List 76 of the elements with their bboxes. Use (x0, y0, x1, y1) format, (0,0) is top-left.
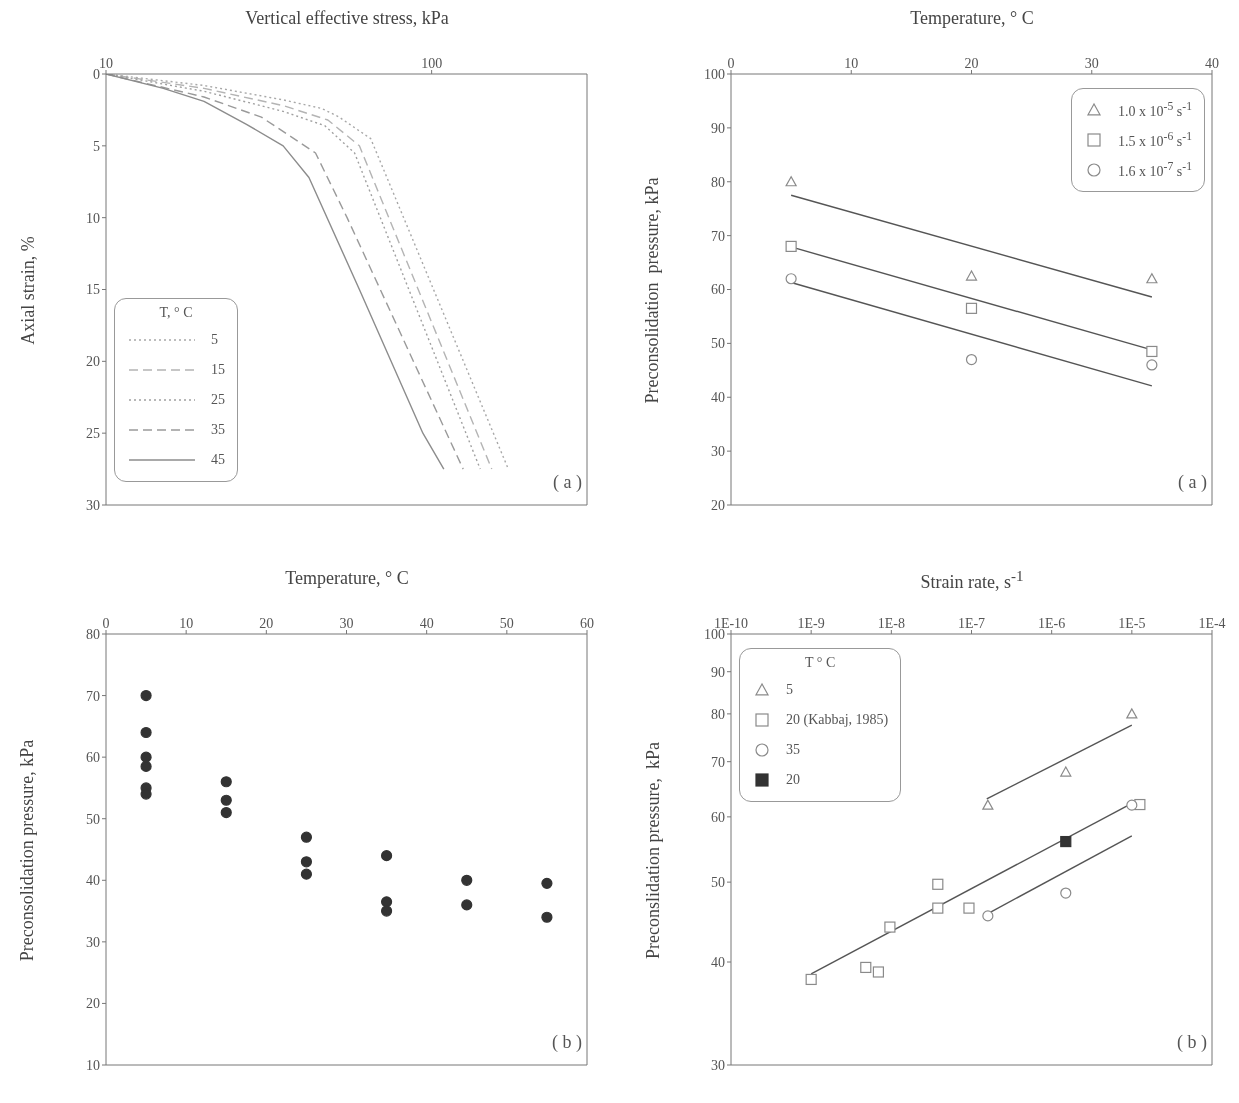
legend-label: 5 (211, 332, 218, 348)
y-tick-label: 70 (711, 754, 725, 770)
annotation: ( a ) (1178, 472, 1207, 493)
y-tick-label: 30 (711, 444, 725, 460)
x-tick-label: 10 (179, 616, 194, 631)
x-tick-label: 10 (844, 56, 859, 71)
y-tick-label: 90 (711, 120, 725, 136)
x-axis-title: Temperature, ° C (284, 568, 410, 589)
y-tick-label: 25 (86, 426, 100, 442)
y-tick-label: 30 (86, 497, 100, 513)
y-axis-title: Preconsolidation pressure, kPa (642, 177, 664, 403)
x-tick-label: 40 (1205, 56, 1219, 71)
y-axis-title: Preconslidation pressure, kPa (642, 741, 664, 959)
legend-label: 1.0 x 10$^{-5}$ s$^{-1}$ (1118, 100, 1192, 120)
legend-label: 35 (786, 742, 800, 758)
y-tick-label: 60 (86, 750, 100, 766)
y-tick-label: 15 (86, 282, 100, 298)
x-tick-label: 1E-5 (1118, 616, 1146, 631)
x-tick-label: 30 (1084, 56, 1099, 71)
y-tick-label: 90 (711, 664, 725, 680)
x-tick-label: 1E-10 (713, 616, 749, 631)
legend-label: 35 (211, 422, 225, 438)
legend-label: 20 (Kabbaj, 1985) (786, 712, 889, 728)
legend-label: 45 (211, 452, 225, 468)
legend-title: T ° C (804, 655, 837, 671)
x-tick-label: 60 (580, 616, 594, 631)
x-axis-title: Temperature, ° C (909, 8, 1035, 29)
y-tick-label: 100 (704, 66, 725, 82)
x-tick-label: 1E-4 (1198, 616, 1226, 631)
x-tick-label: 30 (339, 616, 354, 631)
legend-label: 20 (786, 772, 800, 788)
x-tick-label: 1E-6 (1038, 616, 1066, 631)
legend-label: 5 (786, 682, 793, 698)
y-tick-label: 30 (711, 1057, 725, 1073)
legend-label: 1.5 x 10$^{-6}$ s$^{-1}$ (1118, 130, 1192, 150)
y-tick-label: 40 (711, 954, 725, 970)
y-tick-label: 0 (93, 66, 100, 82)
annotation: ( b ) (1177, 1032, 1207, 1053)
y-tick-label: 50 (711, 875, 725, 891)
x-tick-label: 20 (259, 616, 274, 631)
legend-label: 15 (211, 362, 225, 378)
y-axis-title: Axial strain, % (17, 235, 39, 345)
y-tick-label: 80 (86, 626, 100, 642)
x-tick-label: 20 (964, 56, 979, 71)
y-tick-label: 40 (711, 390, 725, 406)
y-axis-title: Preconsolidation pressure, kPa (17, 739, 39, 961)
x-tick-label: 1E-9 (797, 616, 825, 631)
x-tick-label: 1E-7 (957, 616, 986, 631)
y-tick-label: 20 (711, 497, 725, 513)
y-tick-label: 10 (86, 1057, 100, 1073)
x-tick-label: 40 (419, 616, 434, 631)
y-tick-label: 70 (86, 688, 100, 704)
y-tick-label: 30 (86, 934, 100, 950)
legend-label: 25 (211, 392, 225, 408)
y-tick-label: 5 (93, 138, 100, 154)
x-axis-title: Vertical effective stress, kPa (244, 8, 450, 29)
y-tick-label: 20 (86, 354, 100, 370)
y-tick-label: 40 (86, 873, 100, 889)
y-tick-label: 60 (711, 282, 725, 298)
annotation: ( a ) (553, 472, 582, 493)
y-tick-label: 60 (711, 809, 725, 825)
legend-title: T, ° C (158, 305, 194, 321)
y-tick-label: 80 (711, 706, 725, 722)
annotation: ( b ) (552, 1032, 582, 1053)
y-tick-label: 80 (711, 174, 725, 190)
x-tick-label: 0 (727, 56, 735, 71)
y-tick-label: 50 (711, 336, 725, 352)
y-tick-label: 20 (86, 996, 100, 1012)
x-axis-title: Strain rate, s$^{-1}$ (919, 568, 1025, 593)
x-tick-label: 50 (499, 616, 514, 631)
y-tick-label: 50 (86, 811, 100, 827)
legend-label: 1.6 x 10$^{-7}$ s$^{-1}$ (1118, 160, 1192, 180)
y-tick-label: 10 (86, 210, 100, 226)
y-tick-label: 70 (711, 228, 725, 244)
x-tick-label: 100 (421, 56, 443, 71)
x-tick-label: 1E-8 (877, 616, 905, 631)
